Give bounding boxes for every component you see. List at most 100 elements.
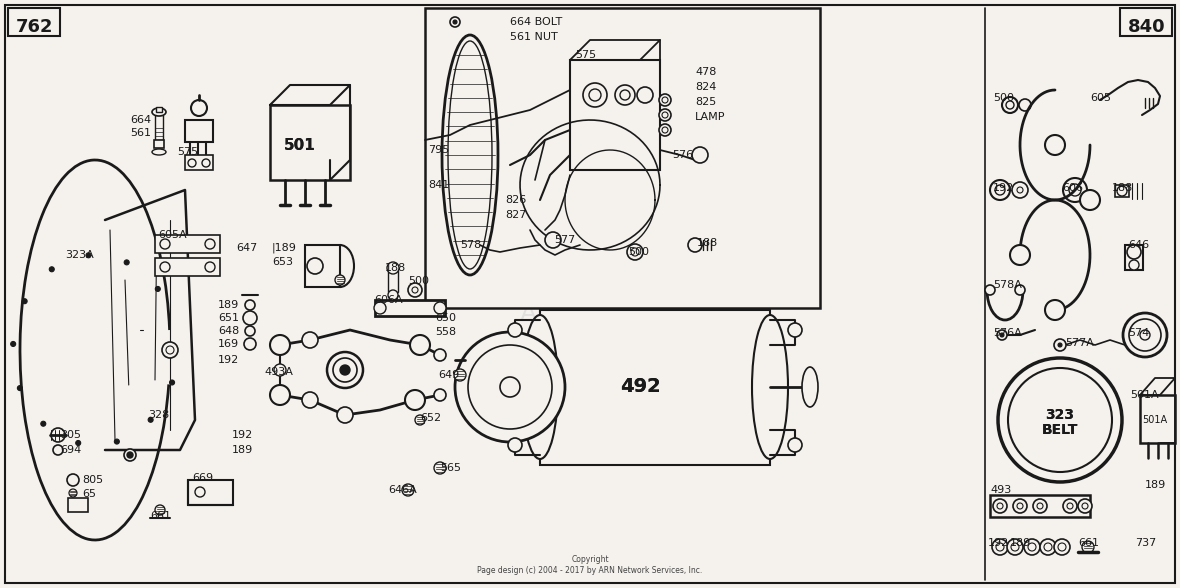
- Circle shape: [402, 484, 414, 496]
- Bar: [570, 60, 660, 170]
- Text: 646: 646: [1128, 240, 1149, 250]
- Bar: [540, 310, 771, 465]
- Text: 694: 694: [60, 445, 81, 455]
- Circle shape: [1040, 539, 1056, 555]
- Circle shape: [990, 180, 1010, 200]
- Bar: [375, 300, 445, 316]
- Circle shape: [662, 112, 668, 118]
- Circle shape: [374, 302, 386, 314]
- Circle shape: [160, 262, 170, 272]
- Bar: [68, 498, 88, 512]
- Circle shape: [327, 352, 363, 388]
- Bar: [155, 115, 163, 140]
- Bar: [388, 270, 398, 292]
- Bar: [990, 495, 1090, 517]
- Circle shape: [205, 239, 215, 249]
- Circle shape: [41, 421, 46, 426]
- Text: 188: 188: [1112, 183, 1133, 193]
- Circle shape: [985, 285, 995, 295]
- Ellipse shape: [802, 367, 818, 407]
- Text: 661: 661: [150, 511, 171, 521]
- Circle shape: [333, 358, 358, 382]
- Text: 305: 305: [60, 430, 81, 440]
- Circle shape: [788, 323, 802, 337]
- Circle shape: [662, 97, 668, 103]
- Circle shape: [51, 428, 65, 442]
- Circle shape: [337, 407, 353, 423]
- Circle shape: [76, 440, 80, 446]
- Circle shape: [156, 286, 160, 292]
- Circle shape: [1045, 300, 1066, 320]
- Bar: [155, 258, 219, 276]
- Text: LAMP: LAMP: [695, 112, 726, 122]
- Ellipse shape: [448, 41, 492, 269]
- Bar: [156, 107, 162, 112]
- Circle shape: [998, 358, 1122, 482]
- Circle shape: [1079, 499, 1092, 513]
- Circle shape: [1080, 190, 1100, 210]
- Text: 646A: 646A: [388, 485, 417, 495]
- Circle shape: [1015, 285, 1025, 295]
- Text: 648: 648: [218, 326, 240, 336]
- Circle shape: [500, 377, 520, 397]
- Text: 650: 650: [435, 313, 455, 323]
- Text: 737: 737: [1135, 538, 1156, 548]
- Circle shape: [615, 85, 635, 105]
- Text: 189: 189: [218, 300, 240, 310]
- Text: 192: 192: [994, 183, 1015, 193]
- Circle shape: [202, 159, 210, 167]
- Text: 192: 192: [232, 430, 254, 440]
- Circle shape: [245, 300, 255, 310]
- Text: 328: 328: [148, 410, 169, 420]
- Text: |189: |189: [273, 243, 297, 253]
- Text: 605A: 605A: [158, 230, 186, 240]
- Circle shape: [270, 385, 290, 405]
- Text: 189: 189: [1145, 480, 1166, 490]
- Text: 577: 577: [553, 235, 576, 245]
- Bar: [155, 235, 219, 253]
- Bar: [1120, 8, 1172, 36]
- Circle shape: [270, 335, 290, 355]
- Circle shape: [1032, 499, 1047, 513]
- Circle shape: [124, 260, 129, 265]
- Circle shape: [662, 127, 668, 133]
- Circle shape: [1069, 184, 1081, 196]
- Text: 188: 188: [697, 238, 719, 248]
- Text: 653: 653: [273, 257, 293, 267]
- Circle shape: [412, 287, 418, 293]
- Circle shape: [302, 332, 317, 348]
- Circle shape: [434, 302, 446, 314]
- Text: 501A: 501A: [1142, 415, 1167, 425]
- Text: 578: 578: [460, 240, 481, 250]
- Circle shape: [631, 248, 640, 256]
- Text: 478: 478: [695, 67, 716, 77]
- Circle shape: [545, 232, 560, 248]
- Text: 188: 188: [385, 263, 406, 273]
- Text: 824: 824: [695, 82, 716, 92]
- Circle shape: [1020, 99, 1031, 111]
- Text: 323A: 323A: [65, 250, 93, 260]
- Text: 762: 762: [17, 18, 53, 36]
- Bar: [304, 245, 340, 287]
- Circle shape: [1012, 499, 1027, 513]
- Text: Copyright
Page design (c) 2004 - 2017 by ARN Network Services, Inc.: Copyright Page design (c) 2004 - 2017 by…: [478, 554, 702, 576]
- Circle shape: [127, 452, 133, 458]
- Text: 192: 192: [218, 355, 240, 365]
- Text: BELT: BELT: [1042, 423, 1079, 437]
- Circle shape: [11, 342, 15, 346]
- Text: 669: 669: [192, 473, 214, 483]
- Text: 493: 493: [990, 485, 1011, 495]
- Circle shape: [1017, 503, 1023, 509]
- Circle shape: [166, 346, 173, 354]
- Text: 578A: 578A: [994, 280, 1022, 290]
- Text: 323: 323: [1045, 408, 1075, 422]
- Circle shape: [1058, 343, 1062, 347]
- Circle shape: [509, 323, 522, 337]
- Circle shape: [243, 311, 257, 325]
- Text: 565: 565: [440, 463, 461, 473]
- Circle shape: [658, 94, 671, 106]
- Text: 500: 500: [408, 276, 430, 286]
- Text: 664: 664: [130, 115, 151, 125]
- Text: 501: 501: [284, 138, 316, 152]
- Text: ARNstream: ARNstream: [519, 302, 661, 326]
